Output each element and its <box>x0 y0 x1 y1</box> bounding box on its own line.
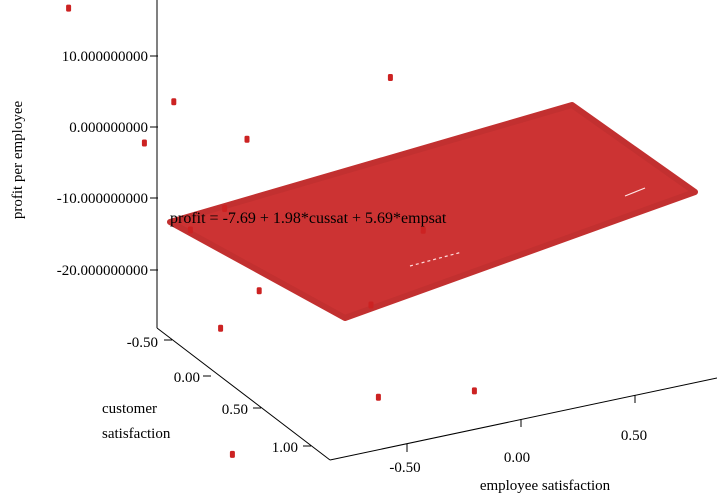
y-tick-label: 1.00 <box>272 440 298 456</box>
data-point <box>66 4 72 12</box>
y-axis-line <box>156 327 331 461</box>
data-point <box>171 98 177 106</box>
y-axis-title-line1: customer <box>102 401 157 417</box>
x-axis-line <box>329 377 717 461</box>
data-point <box>471 387 477 395</box>
data-point <box>187 226 193 234</box>
y-axis-title-line2: satisfaction <box>102 426 171 442</box>
y-tick-label: 0.50 <box>222 402 248 418</box>
plane-highlight-streak <box>624 187 646 197</box>
data-point <box>368 301 374 309</box>
y-tick-label: -0.50 <box>127 335 158 351</box>
data-point <box>256 287 262 295</box>
data-point <box>222 205 228 212</box>
x-tick-label: 0.50 <box>621 428 647 444</box>
x-tick-label: 0.00 <box>504 450 530 466</box>
data-point <box>387 74 393 81</box>
x-axis-title: employee satisfaction <box>480 478 611 494</box>
z-tick-label: 0.000000000 <box>69 120 148 136</box>
y-tick-label: 0.00 <box>174 370 200 386</box>
data-point <box>141 139 147 147</box>
data-point <box>229 450 235 458</box>
x-tick-label: -0.50 <box>389 460 420 476</box>
data-point <box>420 226 426 234</box>
z-tick-label: -20.000000000 <box>57 263 148 279</box>
regression-plane <box>167 102 698 321</box>
data-point <box>375 393 381 401</box>
z-axis-title: profit per employee <box>10 101 26 220</box>
z-tick-label: -10.000000000 <box>57 191 148 207</box>
data-point <box>218 324 224 332</box>
z-tick-label: 10.000000000 <box>62 49 148 65</box>
data-points <box>66 4 477 458</box>
data-point <box>244 135 250 143</box>
regression-equation: profit = -7.69 + 1.98*cussat + 5.69*emps… <box>170 210 447 227</box>
plane-highlight-streak <box>409 251 463 267</box>
